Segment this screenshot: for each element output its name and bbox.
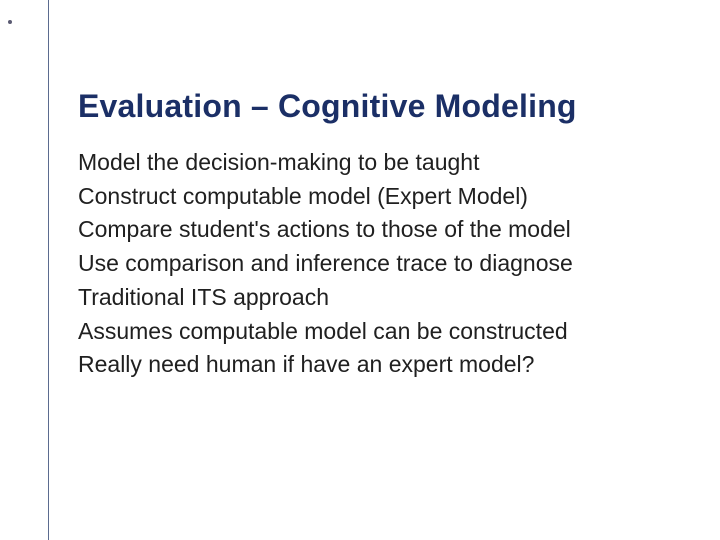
slide-content: Evaluation – Cognitive Modeling Model th… (78, 88, 690, 383)
decorative-dot (8, 20, 12, 24)
slide: Evaluation – Cognitive Modeling Model th… (0, 0, 720, 540)
list-item: Model the decision-making to be taught (78, 147, 690, 179)
list-item: Really need human if have an expert mode… (78, 349, 690, 381)
list-item: Traditional ITS approach (78, 282, 690, 314)
list-item: Use comparison and inference trace to di… (78, 248, 690, 280)
vertical-rule (48, 0, 49, 540)
list-item: Assumes computable model can be construc… (78, 316, 690, 348)
slide-title: Evaluation – Cognitive Modeling (78, 88, 690, 125)
list-item: Compare student's actions to those of th… (78, 214, 690, 246)
list-item: Construct computable model (Expert Model… (78, 181, 690, 213)
slide-body: Model the decision-making to be taught C… (78, 147, 690, 381)
